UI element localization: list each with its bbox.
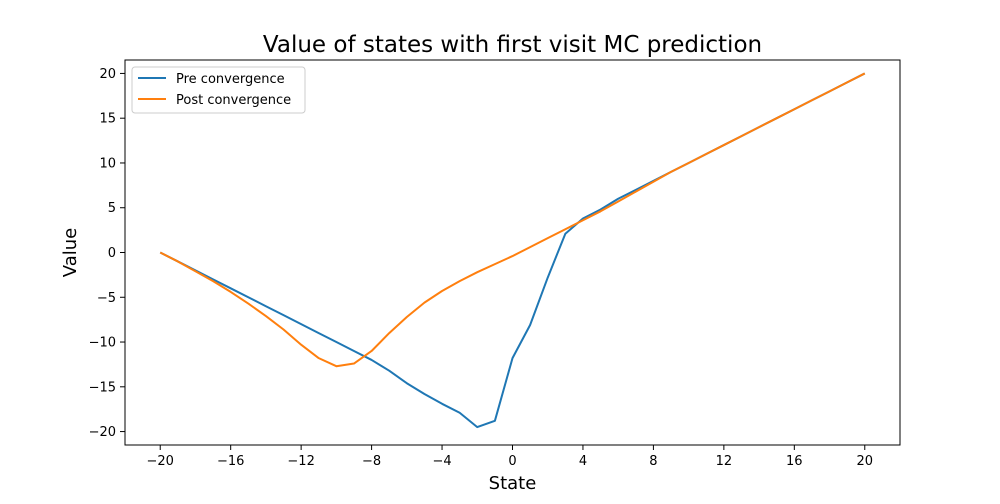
x-tick-label: −12 bbox=[287, 454, 314, 469]
legend: Pre convergence Post convergence bbox=[131, 66, 306, 114]
legend-box bbox=[131, 66, 306, 114]
y-tick-label: 10 bbox=[99, 156, 116, 171]
series-line-post-convergence bbox=[159, 72, 866, 368]
y-tick-label: −5 bbox=[97, 291, 116, 306]
y-tick-label: 0 bbox=[108, 246, 116, 261]
x-axis-ticks: −20 −16 −12 −8 −4 0 4 8 12 16 20 bbox=[147, 445, 873, 469]
x-tick-label: 4 bbox=[579, 454, 587, 469]
y-tick-label: −20 bbox=[89, 425, 116, 440]
plot-area-frame bbox=[124, 59, 901, 446]
x-tick-label: 0 bbox=[508, 454, 516, 469]
y-axis-ticks: 20 15 10 5 0 −5 −10 −15 −20 bbox=[89, 67, 125, 440]
y-tick-label: 20 bbox=[99, 67, 116, 82]
y-tick-label: 15 bbox=[99, 112, 116, 127]
legend-label-post-convergence: Post convergence bbox=[176, 93, 291, 108]
legend-label-pre-convergence: Pre convergence bbox=[176, 72, 285, 87]
chart-title: Value of states with first visit MC pred… bbox=[263, 32, 762, 58]
x-tick-label: 16 bbox=[786, 454, 803, 469]
y-tick-label: 5 bbox=[108, 201, 116, 216]
x-tick-label: −8 bbox=[362, 454, 381, 469]
x-tick-label: 8 bbox=[649, 454, 657, 469]
x-tick-label: 20 bbox=[856, 454, 873, 469]
x-tick-label: −16 bbox=[217, 454, 244, 469]
x-tick-label: −4 bbox=[432, 454, 451, 469]
y-tick-label: −10 bbox=[89, 336, 116, 351]
series-lines bbox=[159, 72, 866, 429]
y-tick-label: −15 bbox=[89, 380, 116, 395]
y-axis-title: Value bbox=[60, 228, 81, 277]
x-tick-label: 12 bbox=[716, 454, 733, 469]
x-axis-title: State bbox=[489, 473, 537, 494]
x-tick-label: −20 bbox=[147, 454, 174, 469]
